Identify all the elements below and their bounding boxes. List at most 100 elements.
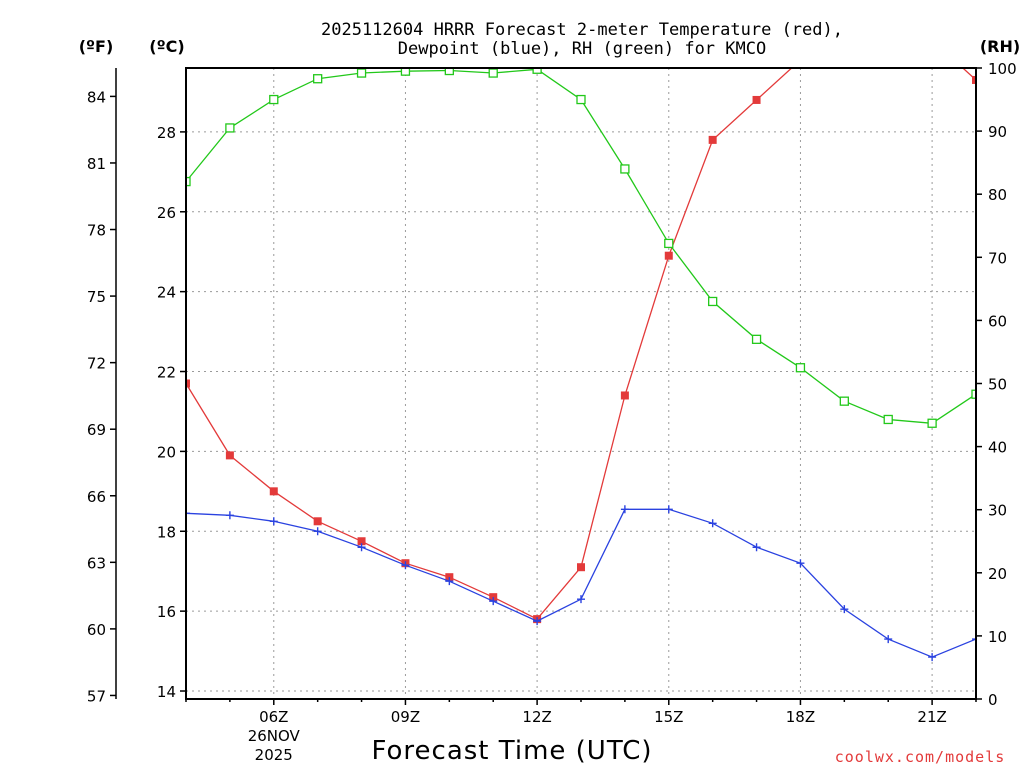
celsius-axis: 14 16 18 20 22 24 26 28: [157, 124, 186, 701]
dewpoint-point: [489, 597, 498, 606]
rh-tick-label: 10: [988, 628, 1007, 646]
rh-unit-label: (RH): [980, 37, 1020, 56]
fahrenheit-tick-label: 78: [87, 222, 106, 240]
relative-humidity-point: [708, 296, 718, 307]
rh-tick-label: 70: [988, 249, 1007, 267]
dewpoint-point: [620, 505, 629, 514]
temperature-point: [186, 379, 190, 388]
time-tick-label: 15Z: [654, 708, 683, 726]
fahrenheit-tick-label: 60: [87, 621, 106, 639]
time-tick-label: 09Z: [391, 708, 420, 726]
rh-tick-label: 30: [988, 502, 1007, 520]
fahrenheit-tick-label: 72: [87, 355, 106, 373]
temperature-point: [313, 517, 322, 526]
rh-tick-label: 40: [988, 439, 1007, 457]
fahrenheit-tick-label: 69: [87, 421, 106, 439]
date-label-day: 26NOV: [248, 727, 301, 745]
dewpoint-point: [533, 617, 542, 626]
dewpoint-point: [401, 561, 410, 570]
dewpoint-point: [225, 511, 234, 520]
fahrenheit-tick-label: 81: [87, 155, 106, 173]
rh-tick-label: 80: [988, 186, 1007, 204]
fahrenheit-tick-label: 84: [87, 88, 106, 106]
dewpoint-point: [269, 517, 278, 526]
fahrenheit-axis: 57 60 63 66 69 72 75 78 81 84: [87, 68, 117, 705]
celsius-tick-label: 28: [157, 124, 176, 142]
celsius-unit-label: (ºC): [149, 37, 184, 56]
relative-humidity-point: [400, 68, 411, 76]
rh-tick-label: 20: [988, 565, 1007, 583]
relative-humidity-point: [883, 414, 893, 425]
celsius-tick-label: 16: [157, 603, 176, 621]
temperature-point: [269, 487, 278, 496]
dewpoint-point: [884, 635, 893, 644]
celsius-tick-label: 14: [157, 683, 176, 701]
relative-humidity-point: [971, 389, 976, 399]
celsius-tick-label: 24: [157, 284, 176, 302]
temperature-point: [357, 537, 366, 546]
dewpoint-point: [445, 577, 454, 586]
celsius-tick-label: 26: [157, 204, 176, 222]
time-tick-label: 12Z: [522, 708, 551, 726]
chart-title-line-2: Dewpoint (blue), RH (green) for KMCO: [398, 39, 766, 59]
temperature-line: [186, 68, 976, 620]
temperature-point: [225, 451, 234, 460]
temperature-point: [972, 75, 976, 84]
relative-humidity-point: [576, 94, 586, 105]
relative-humidity-point: [269, 94, 279, 105]
temperature-point: [708, 135, 717, 144]
dewpoint-point: [752, 543, 761, 552]
rh-tick-label: 60: [988, 312, 1007, 330]
relative-humidity-point: [620, 164, 630, 174]
time-tick-label: 06Z: [259, 708, 288, 726]
temperature-point: [620, 391, 629, 400]
dewpoint-point: [186, 509, 190, 518]
time-tick-label: 18Z: [786, 708, 815, 726]
fahrenheit-tick-label: 66: [87, 488, 106, 506]
rh-tick-label: 90: [988, 123, 1007, 141]
relative-humidity-point: [664, 238, 674, 249]
dewpoint-line: [186, 508, 976, 658]
temperature-point: [664, 251, 673, 260]
relative-humidity-point: [444, 68, 454, 76]
celsius-tick-label: 22: [157, 364, 176, 382]
rh-tick-label: 0: [988, 691, 998, 709]
temperature-point: [928, 36, 936, 44]
rh-tick-label: 50: [988, 376, 1007, 394]
dewpoint-point: [708, 519, 717, 528]
dewpoint-series: [186, 505, 976, 662]
relative-humidity-point: [751, 334, 762, 344]
temperature-point: [796, 56, 804, 64]
fahrenheit-tick-label: 63: [87, 554, 106, 572]
dewpoint-point: [577, 595, 585, 604]
relative-humidity-point: [186, 176, 191, 187]
date-label-year: 2025: [255, 746, 293, 764]
relative-humidity-line: [186, 68, 976, 424]
relative-humidity-point: [313, 74, 323, 84]
credit-text: coolwx.com/models: [835, 748, 1006, 766]
relative-humidity-series: [186, 68, 976, 428]
relative-humidity-point: [927, 418, 937, 428]
celsius-tick-label: 18: [157, 523, 176, 541]
relative-humidity-point: [488, 68, 498, 78]
fahrenheit-tick-label: 75: [87, 288, 106, 306]
time-tick-label: 21Z: [917, 708, 946, 726]
dewpoint-point: [313, 527, 322, 536]
relative-humidity-point: [795, 363, 806, 373]
dewpoint-point: [664, 505, 673, 514]
temperature-point: [884, 28, 892, 36]
rh-tick-label: 100: [988, 60, 1017, 78]
x-axis-label: Forecast Time (UTC): [371, 736, 652, 766]
dewpoint-point: [972, 635, 976, 644]
celsius-tick-label: 20: [157, 443, 176, 461]
temperature-series: [186, 28, 976, 624]
series-lines: [186, 28, 976, 662]
fahrenheit-tick-label: 57: [87, 687, 106, 705]
dewpoint-point: [840, 605, 849, 614]
dewpoint-point: [357, 543, 366, 552]
relative-humidity-point: [225, 123, 235, 133]
relative-humidity-point: [839, 396, 849, 406]
chart-title-line-1: 2025112604 HRRR Forecast 2-meter Tempera…: [321, 20, 843, 40]
plot-frame: [185, 67, 977, 700]
relative-humidity-point: [532, 68, 542, 74]
